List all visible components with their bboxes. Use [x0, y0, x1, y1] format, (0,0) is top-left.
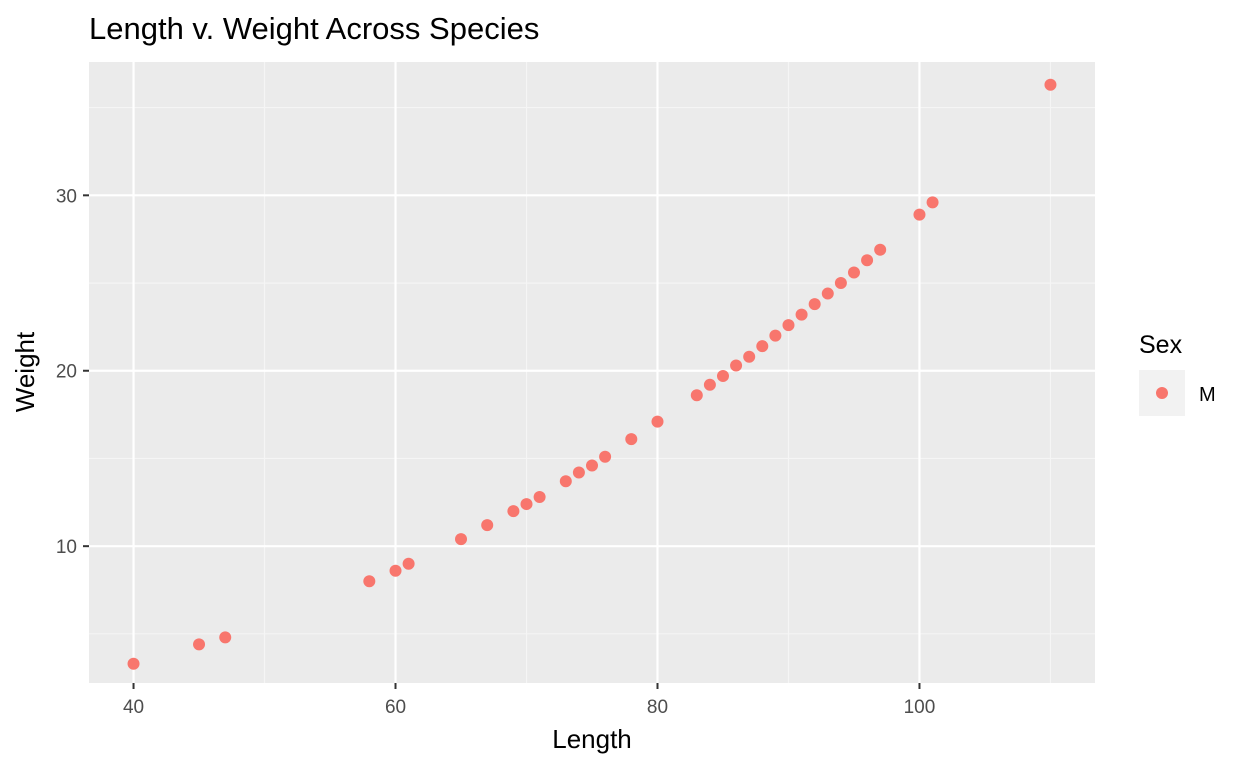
data-point: [690, 389, 703, 402]
legend-key-point: [1156, 387, 1168, 399]
y-axis: 10 20 30: [56, 186, 89, 558]
data-point: [481, 519, 494, 532]
data-point: [533, 491, 546, 504]
x-axis: 40 60 80 100: [123, 683, 935, 718]
y-tick-label: 30: [56, 186, 77, 207]
data-point: [520, 498, 533, 511]
data-point: [599, 450, 612, 463]
x-axis-title: Length: [552, 724, 632, 754]
data-point: [703, 378, 716, 391]
data-point: [572, 466, 585, 479]
data-point: [625, 433, 638, 446]
x-tick-label: 40: [123, 697, 144, 718]
legend-label-m: M: [1199, 384, 1216, 406]
data-point: [651, 415, 664, 428]
data-point: [402, 557, 415, 570]
y-axis-title: Weight: [10, 331, 40, 412]
legend: Sex M: [1139, 331, 1216, 416]
data-point: [455, 533, 468, 546]
x-tick-label: 80: [647, 697, 668, 718]
x-tick-label: 60: [385, 697, 406, 718]
data-point: [219, 631, 232, 644]
chart-title: Length v. Weight Across Species: [89, 11, 539, 46]
x-tick-label: 100: [904, 697, 936, 718]
data-point: [861, 254, 874, 267]
data-point: [193, 638, 206, 651]
data-point: [769, 329, 782, 342]
data-point: [389, 564, 402, 577]
data-point: [795, 308, 808, 321]
data-point: [1044, 78, 1057, 91]
data-point: [874, 243, 887, 256]
data-point: [507, 505, 520, 518]
minor-gridlines: [89, 62, 1095, 683]
data-point: [559, 475, 572, 488]
data-point: [821, 287, 834, 300]
data-point: [847, 266, 860, 279]
legend-title: Sex: [1139, 331, 1183, 359]
data-point: [730, 359, 743, 372]
data-point: [127, 657, 140, 670]
data-point: [363, 575, 376, 588]
data-point: [913, 208, 926, 221]
y-tick-label: 10: [56, 537, 77, 558]
major-gridlines: [89, 62, 1095, 683]
data-point: [716, 370, 729, 383]
data-point: [756, 340, 769, 353]
data-point: [808, 298, 821, 311]
plot-panel: [89, 62, 1095, 683]
y-tick-label: 20: [56, 362, 77, 383]
data-point: [743, 350, 756, 363]
data-point: [586, 459, 598, 472]
data-points: [127, 78, 1057, 670]
data-point: [926, 196, 939, 209]
data-point: [834, 277, 847, 290]
data-point: [782, 319, 795, 332]
